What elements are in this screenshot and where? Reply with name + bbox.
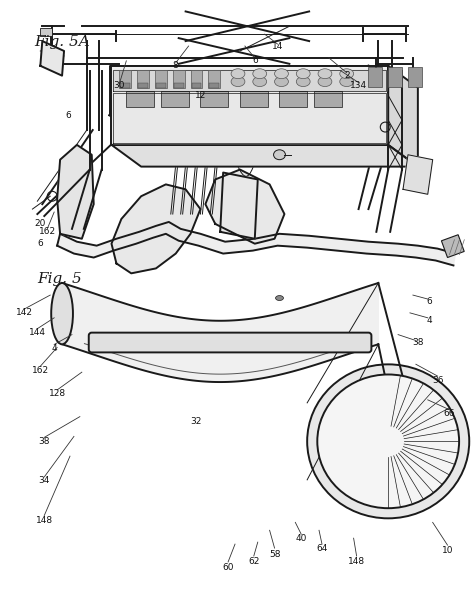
Ellipse shape bbox=[296, 77, 310, 87]
Text: 66: 66 bbox=[444, 409, 455, 418]
Text: 6: 6 bbox=[37, 239, 43, 248]
Text: 12: 12 bbox=[195, 91, 206, 100]
Text: 142: 142 bbox=[16, 308, 33, 317]
Polygon shape bbox=[111, 145, 418, 166]
Text: 128: 128 bbox=[48, 390, 66, 399]
Polygon shape bbox=[111, 66, 388, 145]
Polygon shape bbox=[62, 283, 378, 382]
Text: 6: 6 bbox=[65, 111, 71, 120]
FancyBboxPatch shape bbox=[89, 333, 372, 352]
Polygon shape bbox=[109, 66, 368, 115]
Bar bbox=[240, 92, 268, 107]
Text: 38: 38 bbox=[412, 338, 424, 347]
Text: 148: 148 bbox=[36, 516, 53, 525]
Text: 144: 144 bbox=[29, 328, 46, 337]
Text: 134: 134 bbox=[350, 81, 367, 90]
Ellipse shape bbox=[274, 69, 288, 78]
Text: 34: 34 bbox=[38, 476, 50, 485]
Ellipse shape bbox=[318, 69, 332, 78]
Text: 60: 60 bbox=[222, 563, 234, 572]
Text: 14: 14 bbox=[272, 42, 283, 51]
Bar bbox=[191, 70, 202, 87]
Bar bbox=[173, 70, 184, 87]
Bar bbox=[209, 70, 220, 87]
Text: 148: 148 bbox=[348, 557, 365, 566]
Ellipse shape bbox=[340, 77, 354, 87]
Bar bbox=[441, 235, 464, 257]
Text: 32: 32 bbox=[190, 417, 201, 426]
Bar bbox=[408, 67, 422, 87]
Ellipse shape bbox=[275, 295, 283, 300]
Text: 30: 30 bbox=[114, 81, 125, 90]
Text: Fig. 5: Fig. 5 bbox=[37, 272, 82, 286]
Polygon shape bbox=[111, 185, 201, 273]
Text: 58: 58 bbox=[269, 549, 280, 558]
Bar bbox=[120, 83, 130, 87]
Bar bbox=[126, 92, 154, 107]
Text: 38: 38 bbox=[38, 437, 50, 446]
Bar bbox=[137, 70, 149, 87]
Polygon shape bbox=[113, 70, 386, 92]
Text: 62: 62 bbox=[248, 557, 259, 566]
Bar bbox=[368, 67, 382, 87]
Text: 8: 8 bbox=[173, 62, 179, 71]
Polygon shape bbox=[57, 222, 456, 265]
Ellipse shape bbox=[307, 364, 469, 519]
Polygon shape bbox=[403, 155, 433, 194]
Text: 2: 2 bbox=[344, 71, 349, 80]
Text: 20: 20 bbox=[35, 219, 46, 229]
Text: 162: 162 bbox=[32, 365, 49, 374]
Text: 40: 40 bbox=[296, 534, 307, 543]
Bar bbox=[210, 83, 219, 87]
Polygon shape bbox=[368, 66, 393, 133]
Bar bbox=[119, 70, 131, 87]
Polygon shape bbox=[205, 169, 284, 244]
Ellipse shape bbox=[274, 77, 288, 87]
Bar bbox=[156, 83, 166, 87]
Polygon shape bbox=[220, 172, 258, 239]
Text: 162: 162 bbox=[39, 227, 56, 236]
Bar bbox=[191, 83, 201, 87]
Text: 4: 4 bbox=[427, 316, 433, 325]
Bar bbox=[201, 92, 228, 107]
Bar bbox=[174, 83, 183, 87]
Ellipse shape bbox=[273, 150, 285, 160]
Ellipse shape bbox=[231, 77, 245, 87]
Ellipse shape bbox=[253, 69, 267, 78]
Text: Fig. 5A: Fig. 5A bbox=[35, 35, 90, 49]
Ellipse shape bbox=[318, 77, 332, 87]
Bar bbox=[40, 28, 52, 36]
Bar bbox=[161, 92, 189, 107]
Ellipse shape bbox=[231, 69, 245, 78]
Text: 10: 10 bbox=[442, 546, 453, 555]
Text: 4: 4 bbox=[51, 344, 57, 353]
Polygon shape bbox=[388, 66, 418, 166]
Ellipse shape bbox=[253, 77, 267, 87]
Text: 6: 6 bbox=[427, 297, 433, 306]
Ellipse shape bbox=[340, 69, 354, 78]
Bar bbox=[280, 92, 307, 107]
Text: 64: 64 bbox=[316, 543, 328, 552]
Ellipse shape bbox=[317, 374, 459, 508]
Polygon shape bbox=[57, 145, 94, 239]
Bar bbox=[155, 70, 167, 87]
Polygon shape bbox=[113, 93, 386, 143]
Bar bbox=[314, 92, 342, 107]
Polygon shape bbox=[40, 41, 64, 76]
Bar bbox=[388, 67, 402, 87]
Text: 6: 6 bbox=[252, 56, 258, 65]
Ellipse shape bbox=[296, 69, 310, 78]
Bar bbox=[138, 83, 148, 87]
Ellipse shape bbox=[51, 283, 73, 344]
Polygon shape bbox=[109, 115, 393, 133]
Text: 36: 36 bbox=[432, 376, 443, 385]
